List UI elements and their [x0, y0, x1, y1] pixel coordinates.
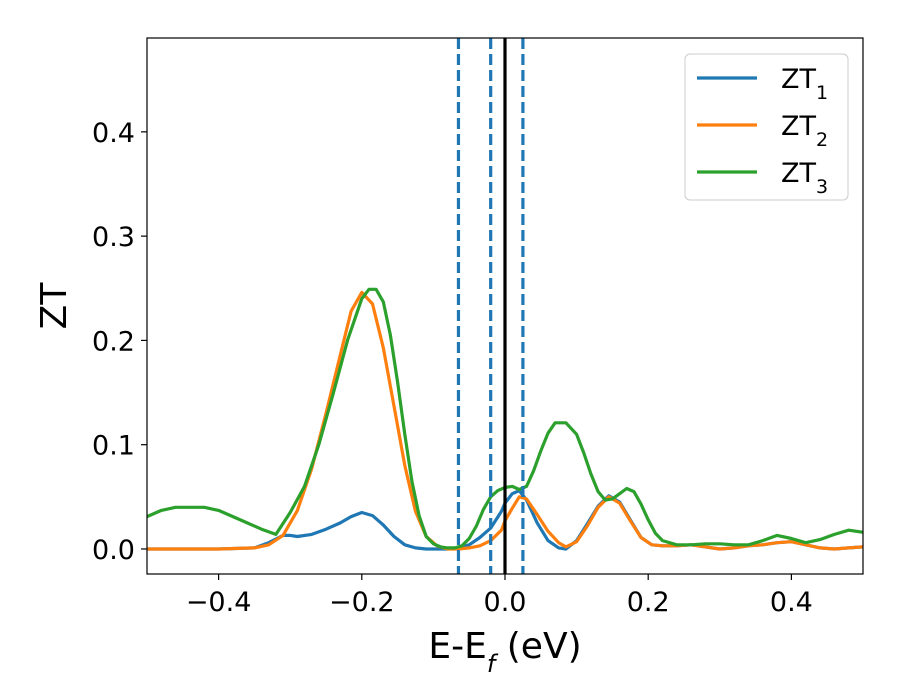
x-tick-label: 0.4	[770, 587, 813, 618]
y-axis: 0.0 0.1 0.2 0.3 0.4	[92, 118, 147, 566]
y-tick-label: 0.4	[92, 118, 135, 149]
series-line-zt2	[147, 290, 863, 551]
legend-label-zt3: ZT3	[781, 158, 828, 198]
x-axis-label: E-Ef (eV)	[428, 626, 581, 678]
x-tick-label: 0.0	[484, 587, 527, 618]
x-tick-label: 0.2	[627, 587, 670, 618]
y-axis-label: ZT	[34, 282, 75, 330]
legend-entry-zt3: ZT3	[697, 158, 828, 198]
x-axis: −0.4 −0.2 0.0 0.2 0.4	[186, 574, 813, 618]
legend-entry-zt1: ZT1	[697, 64, 828, 104]
x-tick-label: −0.2	[329, 587, 395, 618]
y-tick-label: 0.0	[92, 535, 135, 566]
y-tick-label: 0.3	[92, 222, 135, 253]
vline-layer	[456, 38, 525, 574]
y-tick-label: 0.2	[92, 326, 135, 357]
legend: ZT1 ZT2 ZT3	[684, 53, 849, 201]
legend-entry-zt2: ZT2	[697, 111, 828, 151]
legend-frame	[684, 53, 849, 201]
legend-label-zt1: ZT1	[781, 64, 828, 104]
x-tick-label: −0.4	[186, 587, 252, 618]
legend-label-zt2: ZT2	[781, 111, 828, 151]
y-tick-label: 0.1	[92, 431, 135, 462]
